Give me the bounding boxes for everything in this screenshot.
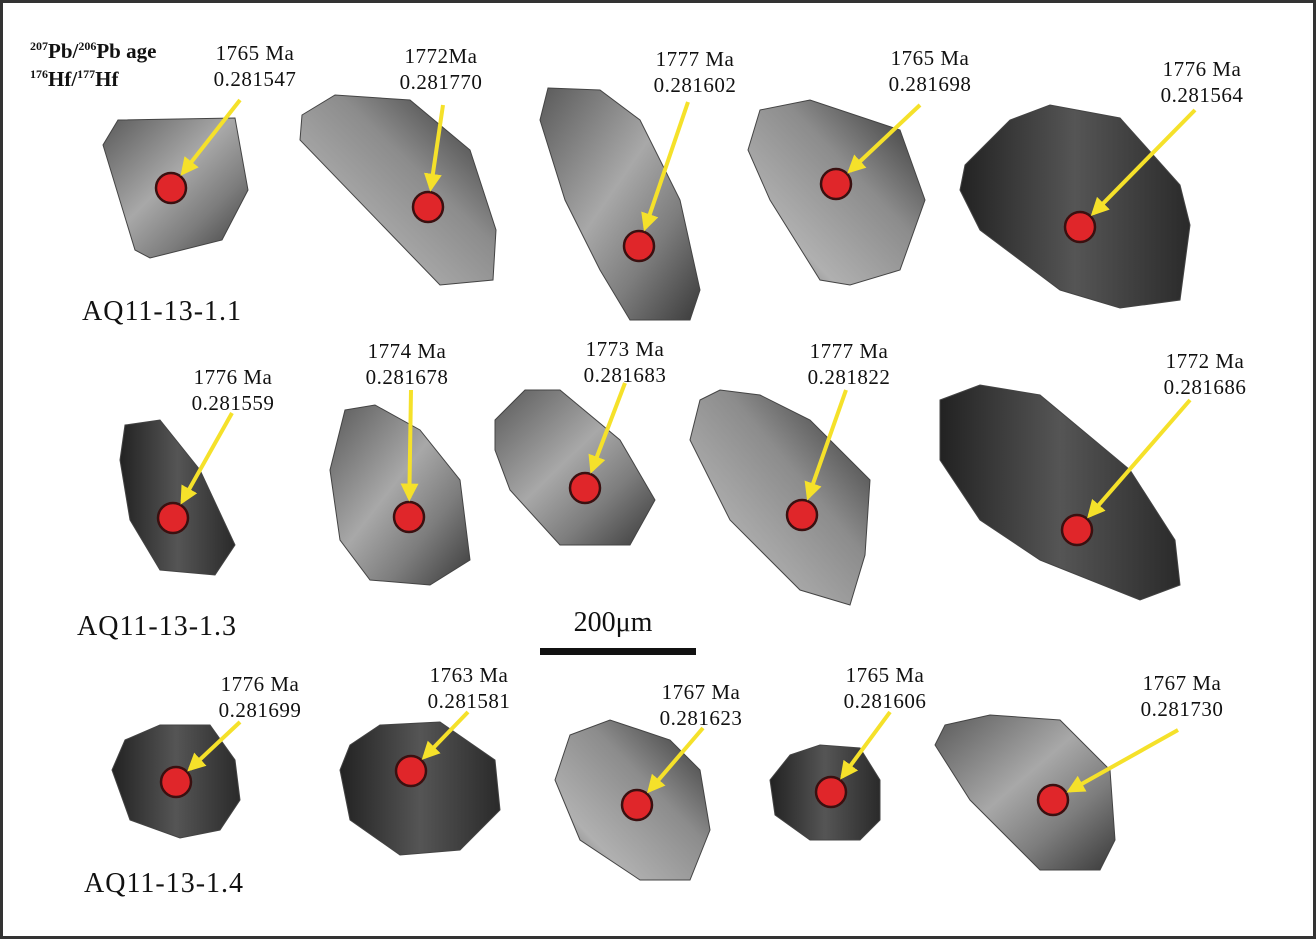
zircon-grain	[934, 714, 1116, 871]
analysis-spot	[814, 775, 848, 809]
analysis-spot	[819, 167, 853, 201]
analysis-spot	[785, 498, 819, 532]
arrow	[840, 710, 892, 780]
arrow	[421, 710, 470, 760]
hf-ratio-label: 0.281547	[214, 67, 297, 91]
age-label: 1774 Ma	[368, 339, 447, 363]
age-label: 1767 Ma	[662, 680, 741, 704]
analysis-spot	[154, 171, 188, 205]
analysis-spot	[411, 190, 445, 224]
legend-text: Pb/	[48, 39, 80, 63]
hf-ratio-label: 0.281699	[219, 698, 302, 722]
age-label: 1765 Ma	[216, 41, 295, 65]
hf-ratio-label: 0.281623	[660, 706, 743, 730]
hf-ratio-label: 0.281678	[366, 365, 449, 389]
legend-text: Pb age	[96, 39, 156, 63]
zircon-grain	[939, 384, 1181, 601]
hf-ratio-label: 0.281730	[1141, 697, 1224, 721]
hf-ratio-label: 0.281602	[654, 73, 737, 97]
age-label: 1772Ma	[405, 44, 478, 68]
arrow	[1087, 398, 1192, 519]
hf-ratio-label: 0.281686	[1164, 375, 1247, 399]
age-label: 1765 Ma	[846, 663, 925, 687]
legend-text: Hf	[95, 67, 119, 91]
sup: 206	[78, 39, 96, 53]
age-label: 1776 Ma	[1163, 57, 1242, 81]
age-label: 1777 Ma	[810, 339, 889, 363]
age-label: 1763 Ma	[430, 663, 509, 687]
age-label: 1776 Ma	[194, 365, 273, 389]
arrow	[641, 101, 690, 232]
arrow	[1090, 108, 1197, 217]
arrow	[804, 389, 848, 501]
arrow	[588, 382, 627, 474]
age-label: 1777 Ma	[656, 47, 735, 71]
analysis-spot	[622, 229, 656, 263]
analysis-spot	[392, 500, 426, 534]
hf-ratio-label: 0.281698	[889, 72, 972, 96]
hf-ratio-label: 0.281564	[1161, 83, 1244, 107]
age-label: 1772 Ma	[1166, 349, 1245, 373]
sup: 207	[30, 39, 48, 53]
legend-line: 176Hf/177Hf	[30, 67, 120, 91]
scale-label: 200μm	[574, 607, 653, 638]
arrow	[180, 412, 234, 505]
hf-ratio-label: 0.281822	[808, 365, 891, 389]
sample-label: AQ11-13-1.4	[84, 868, 244, 899]
arrow	[847, 103, 922, 174]
analysis-spot	[159, 765, 193, 799]
scale-bar	[540, 648, 696, 655]
age-label: 1765 Ma	[891, 46, 970, 70]
sup: 176	[30, 67, 48, 81]
age-label: 1776 Ma	[221, 672, 300, 696]
hf-ratio-label: 0.281683	[584, 363, 667, 387]
zircon-grain	[329, 404, 471, 586]
zircon-grain	[539, 87, 701, 321]
analysis-spot	[394, 754, 428, 788]
arrow	[180, 98, 242, 176]
zircon-grain	[959, 104, 1191, 309]
legend-text: Hf/	[48, 67, 78, 91]
arrow	[1066, 728, 1179, 793]
analysis-spot	[620, 788, 654, 822]
analysis-spot	[156, 501, 190, 535]
arrow	[423, 104, 445, 192]
legend-line: 207Pb/206Pb age	[30, 39, 156, 63]
arrow	[400, 389, 419, 502]
hf-ratio-label: 0.281606	[844, 689, 927, 713]
arrow	[647, 726, 705, 794]
analysis-spot	[1063, 210, 1097, 244]
analysis-spot	[1036, 783, 1070, 817]
hf-ratio-label: 0.281559	[192, 391, 275, 415]
zircon-grain	[339, 721, 501, 856]
hf-ratio-label: 0.281770	[400, 70, 483, 94]
age-label: 1767 Ma	[1143, 671, 1222, 695]
zircon-grain	[299, 94, 497, 286]
analysis-spot	[568, 471, 602, 505]
sample-label: AQ11-13-1.3	[77, 611, 237, 642]
arrow	[187, 720, 242, 772]
sup: 177	[77, 67, 95, 81]
age-label: 1773 Ma	[586, 337, 665, 361]
zircon-grain	[494, 389, 656, 546]
zircon-grain	[119, 419, 236, 576]
sample-label: AQ11-13-1.1	[82, 296, 242, 327]
analysis-spot	[1060, 513, 1094, 547]
hf-ratio-label: 0.281581	[428, 689, 511, 713]
